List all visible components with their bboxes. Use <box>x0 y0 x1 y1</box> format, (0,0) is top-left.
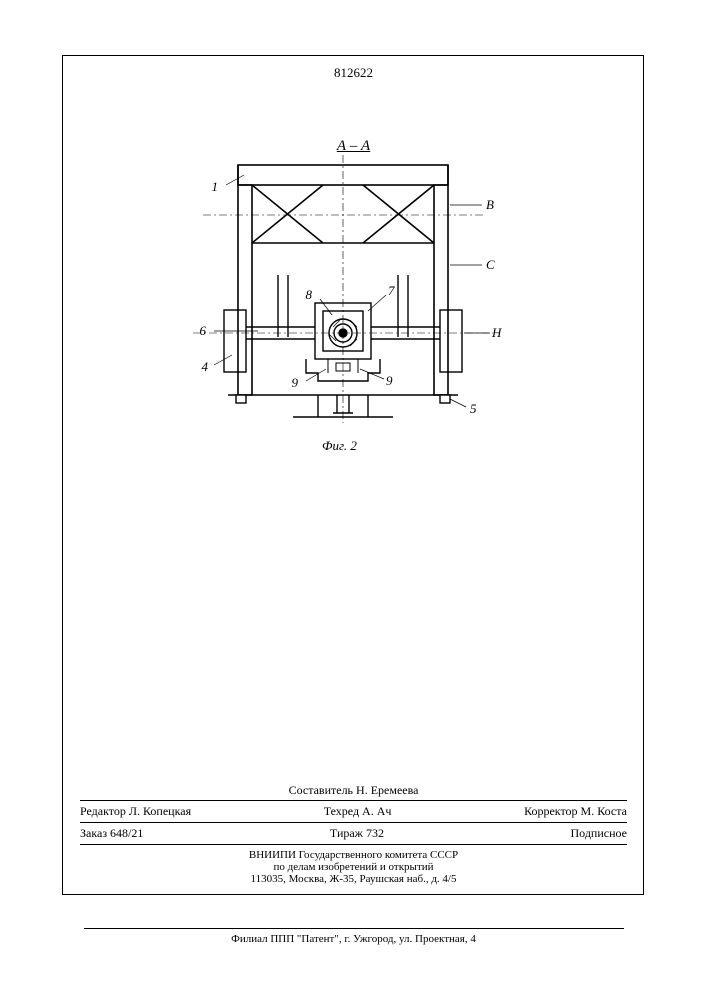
print-run: Тираж 732 <box>330 826 384 841</box>
svg-text:H: H <box>491 325 502 340</box>
patent-number: 812622 <box>334 65 373 81</box>
compiler-line: Составитель Н. Еремеева <box>80 781 627 800</box>
svg-text:7: 7 <box>388 283 395 298</box>
institute-block: ВНИИПИ Государственного комитета СССР по… <box>80 844 627 885</box>
svg-text:8: 8 <box>306 287 313 302</box>
print-row: Заказ 648/21 Тираж 732 Подписное <box>80 822 627 844</box>
credits-row: Редактор Л. Копецкая Техред А. Ач Коррек… <box>80 800 627 822</box>
figure-caption: Фиг. 2 <box>322 438 357 454</box>
subscription: Подписное <box>571 826 628 841</box>
svg-text:C: C <box>486 257 495 272</box>
svg-text:6: 6 <box>200 323 207 338</box>
svg-text:9: 9 <box>292 375 299 390</box>
svg-text:5: 5 <box>470 401 477 416</box>
footer-metadata: Составитель Н. Еремеева Редактор Л. Копе… <box>80 781 627 885</box>
tech-editor: Техред А. Ач <box>324 804 392 819</box>
svg-text:1: 1 <box>212 179 219 194</box>
institute-line-1: ВНИИПИ Государственного комитета СССР <box>80 849 627 861</box>
proofreader: Корректор М. Коста <box>524 804 627 819</box>
institute-line-2: по делам изобретений и открытий <box>80 861 627 873</box>
section-label: А – А <box>337 138 370 155</box>
svg-text:9: 9 <box>386 373 393 388</box>
svg-text:B: B <box>486 197 494 212</box>
technical-drawing: 1 4 5 6 7 8 9 9 B C H <box>178 155 508 440</box>
institute-line-3: 113035, Москва, Ж-35, Раушская наб., д. … <box>80 873 627 885</box>
svg-text:4: 4 <box>202 359 209 374</box>
order-number: Заказ 648/21 <box>80 826 143 841</box>
editor: Редактор Л. Копецкая <box>80 804 191 819</box>
branch-line: Филиал ППП "Патент", г. Ужгород, ул. Про… <box>84 928 624 945</box>
